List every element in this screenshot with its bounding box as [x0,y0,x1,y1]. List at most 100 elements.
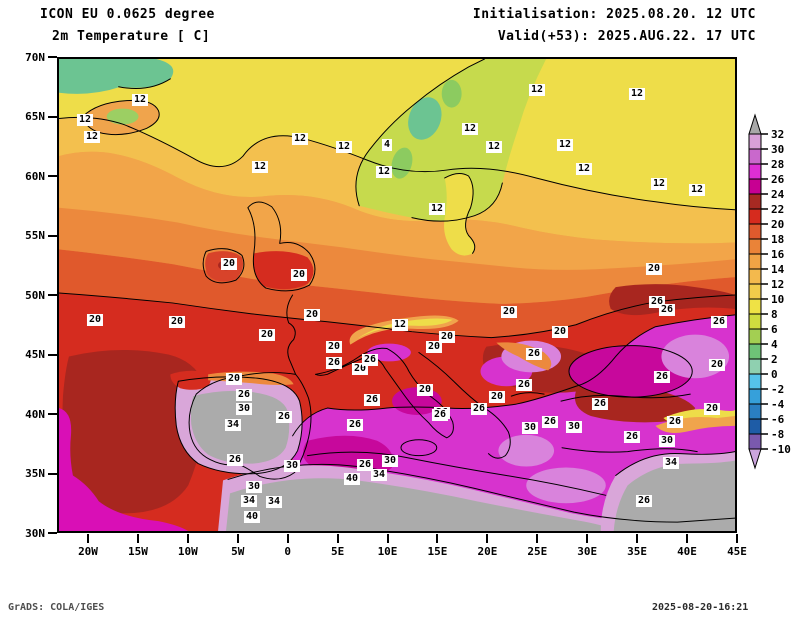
lon-tick-label: 45E [727,545,747,558]
contour-label: 12 [76,114,94,126]
lat-tick [48,56,57,58]
contour-label: 26 [356,459,374,471]
lon-tick-label: 15W [127,545,148,558]
colorbar-top-arrow [748,113,762,135]
contour-label: 20 [258,329,276,341]
colorbar-level-label: 30 [771,143,784,156]
colorbar-segment [748,268,762,285]
contour-label: 30 [565,421,583,433]
contour-label: 26 [226,454,244,466]
contour-label: 30 [283,460,301,472]
lon-tick-label: 35E [627,545,648,558]
lat-tick-label: 60N [25,169,45,183]
colorbar-segment [748,418,762,435]
contour-label: 26 [346,419,364,431]
contour-label: 20 [438,331,456,343]
contour-label: 40 [243,511,261,523]
grads-credit: GrADS: COLA/IGES [8,602,105,613]
lat-tick-label: 40N [25,407,45,421]
contour-label: 12 [335,141,353,153]
lon-tick [386,534,389,543]
contour-label: 26 [275,411,293,423]
lat-tick [48,532,57,534]
lon-tick [686,534,688,543]
contour-label: 12 [428,203,446,215]
lat-tick [48,413,57,415]
colorbar-segment [748,358,762,375]
contour-label: 34 [224,419,242,431]
lon-tick [436,534,439,543]
colorbar-segment [748,388,762,405]
colorbar-level-label: 12 [771,278,784,291]
contour-label: 12 [461,123,479,135]
colorbar-segment [748,148,762,165]
contour-label: 20 [708,359,726,371]
lon-tick-label: 15E [427,545,448,558]
colorbar-level-label: 8 [771,308,778,321]
colorbar-segment [748,208,762,225]
contour-label: 26 [525,348,543,360]
contour-label: 26 [541,416,559,428]
contour-label: 20 [551,326,569,338]
lat-tick [48,472,57,475]
lon-tick-label: 10E [377,545,398,558]
colorbar-level-label: 26 [771,173,785,186]
colorbar-level-label: -6 [771,413,785,426]
colorbar-level-label: 4 [771,338,778,351]
contour-label: 20 [500,306,518,318]
contour-label: 30 [521,422,539,434]
colorbar-segment [748,253,762,270]
lon-tick-label: 0 [284,545,291,558]
lon-tick-label: 5W [231,545,245,558]
lat-tick-label: 55N [25,229,45,242]
colorbar-segment [748,283,762,300]
contour-label: 12 [83,131,101,143]
colorbar-level-label: 20 [771,218,784,231]
contour-label: 30 [381,455,399,467]
lon-tick [87,534,89,543]
lon-tick [636,534,639,543]
contour-label: 20 [290,269,308,281]
contour-label: 20 [703,403,721,415]
page-title: ICON EU 0.0625 degree [40,7,215,22]
contour-label: 20 [303,309,321,321]
contour-label: 20 [351,363,369,375]
lon-tick [186,534,189,543]
lat-tick-label: 65N [25,110,45,123]
lat-tick [48,234,57,237]
contour-label: 12 [575,163,593,175]
contour-label: 12 [528,84,546,96]
contour-label: 26 [591,398,609,410]
contour-label: 34 [370,469,388,481]
colorbar-segment [748,433,762,450]
initialisation-time: Initialisation: 2025.08.20. 12 UTC [472,7,756,22]
contour-label: 26 [235,389,253,401]
colorbar-segment [748,163,762,180]
contour-label: 34 [265,496,283,508]
colorbar-segment [748,343,762,360]
lat-tick-label: 35N [25,467,45,480]
temperature-map-art [59,59,735,531]
contour-label: 20 [416,384,434,396]
contour-label: 12 [391,319,409,331]
contour-label: 34 [240,495,258,507]
colorbar-segment [748,133,762,150]
colorbar-segment [748,193,762,210]
lon-tick [586,534,589,543]
lon-tick [286,534,289,543]
contour-label: 26 [666,416,684,428]
contour-label: 20 [86,314,104,326]
colorbar-level-label: -2 [771,383,784,396]
colorbar-level-label: 28 [771,158,784,171]
lon-tick [336,534,339,543]
lat-tick-label: 70N [25,50,45,64]
contour-label: 12 [291,133,309,145]
colorbar-segment [748,403,762,420]
lon-tick [236,534,239,543]
colorbar-level-label: 32 [771,128,784,141]
lon-tick-label: 30E [577,545,598,558]
map-plot-area: 12 12 12 12 12 4 12 12 12 12 12 12 12 12 12 12 12 12 20 20 2… [57,57,737,533]
contour-label: 26 [515,379,533,391]
